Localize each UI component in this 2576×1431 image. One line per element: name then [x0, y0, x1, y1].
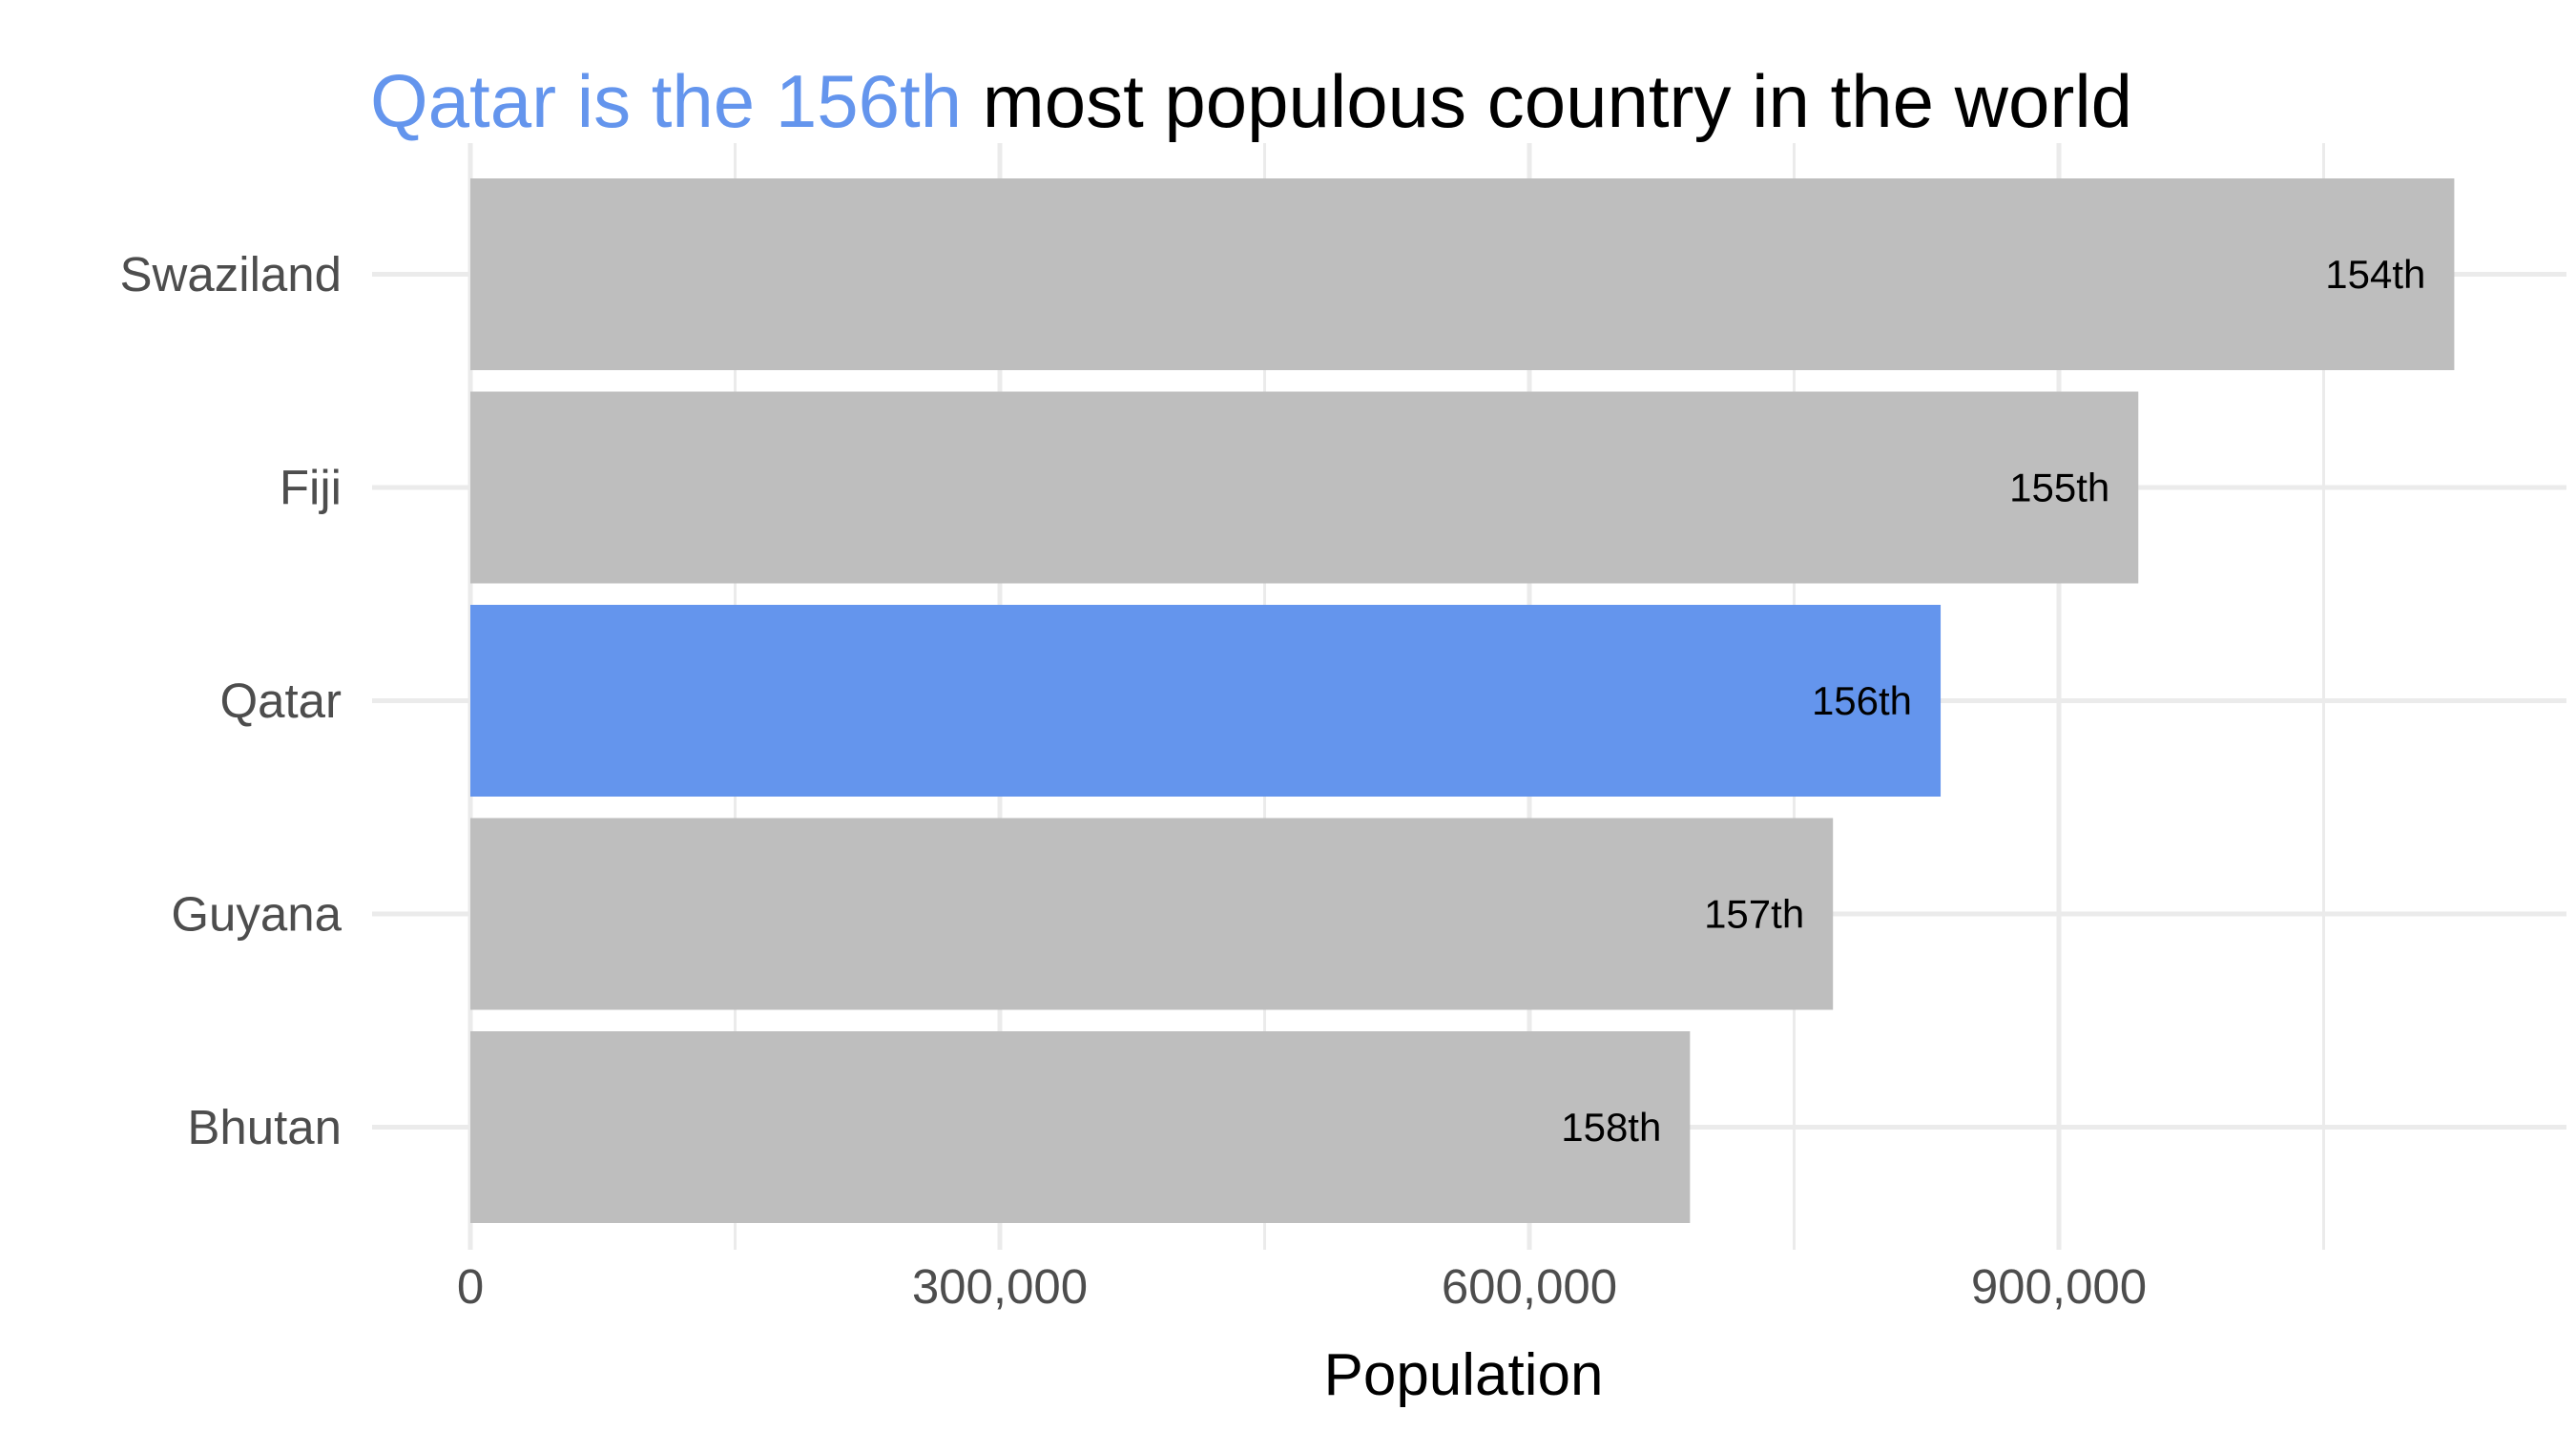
bar-bhutan: [470, 1031, 1691, 1223]
bar-swaziland: [470, 178, 2455, 370]
bar-label-swaziland: 154th: [2325, 252, 2425, 297]
x-tick-label: 900,000: [1971, 1259, 2147, 1314]
category-label-qatar: Qatar: [219, 674, 342, 728]
chart-title: Qatar is the 156th most populous country…: [370, 59, 2132, 143]
x-tick-label: 300,000: [912, 1259, 1088, 1314]
x-axis-title: Population: [1323, 1342, 1603, 1408]
category-label-guyana: Guyana: [171, 887, 342, 942]
category-label-fiji: Fiji: [280, 461, 342, 515]
bar-fiji: [470, 391, 2139, 584]
category-labels: Swaziland Fiji Qatar Guyana Bhutan: [120, 247, 343, 1154]
bar-label-guyana: 157th: [1704, 892, 1804, 937]
bars: [470, 178, 2455, 1223]
category-label-bhutan: Bhutan: [187, 1100, 342, 1154]
bar-qatar: [470, 605, 1942, 797]
category-label-swaziland: Swaziland: [120, 247, 342, 301]
x-tick-labels: 0 300,000 600,000 900,000: [457, 1259, 2147, 1314]
bar-guyana: [470, 818, 1834, 1010]
chart-title-highlight: Qatar is the 156th: [370, 59, 962, 143]
chart-title-rest: most populous country in the world: [962, 59, 2132, 143]
bar-label-bhutan: 158th: [1561, 1105, 1661, 1150]
x-tick-label: 0: [457, 1259, 484, 1314]
bar-label-fiji: 155th: [2009, 466, 2109, 510]
x-tick-label: 600,000: [1442, 1259, 1617, 1314]
bar-label-qatar: 156th: [1812, 678, 1912, 723]
bar-labels: 154th 155th 156th 157th 158th: [1561, 252, 2425, 1150]
